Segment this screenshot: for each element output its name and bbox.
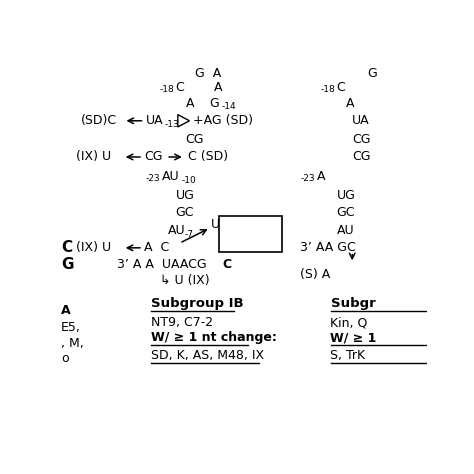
Text: GC: GC xyxy=(175,206,194,219)
Text: 3’ A A  UAACG: 3’ A A UAACG xyxy=(118,258,207,271)
Text: AU: AU xyxy=(168,224,185,237)
Text: UG: UG xyxy=(337,189,356,202)
Text: Kin, Q: Kin, Q xyxy=(330,316,368,329)
Text: C (SD): C (SD) xyxy=(188,150,228,164)
Text: CG: CG xyxy=(352,133,371,146)
Text: C: C xyxy=(337,81,346,94)
Text: AU: AU xyxy=(162,170,179,183)
Text: UA: UA xyxy=(146,114,164,128)
Text: , M,: , M, xyxy=(61,337,83,350)
Text: K, M48: K, M48 xyxy=(231,234,271,246)
Text: GC: GC xyxy=(337,206,355,219)
Text: C: C xyxy=(175,81,184,94)
Text: (IX) U: (IX) U xyxy=(76,150,111,164)
Text: (SD)C: (SD)C xyxy=(81,114,117,128)
Text: CG: CG xyxy=(352,150,371,164)
Text: -14: -14 xyxy=(222,102,237,111)
Text: CG: CG xyxy=(145,150,163,164)
Text: SD, K, AS, M48, IX: SD, K, AS, M48, IX xyxy=(151,349,264,362)
Text: AS, SD,: AS, SD, xyxy=(229,221,272,234)
Text: G: G xyxy=(209,97,219,109)
Text: +AG (SD): +AG (SD) xyxy=(192,114,253,128)
Text: W/ ≥ 1 nt change:: W/ ≥ 1 nt change: xyxy=(151,331,276,345)
Text: o: o xyxy=(61,352,68,365)
Text: -13: -13 xyxy=(164,120,179,129)
Text: A: A xyxy=(186,97,194,109)
Text: (IX) U: (IX) U xyxy=(76,241,111,255)
Text: A: A xyxy=(317,170,326,183)
Text: -18: -18 xyxy=(159,85,174,94)
Text: Subgroup IB: Subgroup IB xyxy=(151,297,243,310)
Text: -18: -18 xyxy=(320,85,335,94)
FancyBboxPatch shape xyxy=(219,216,283,252)
Text: W/ ≥ 1: W/ ≥ 1 xyxy=(330,331,377,345)
Text: G  A: G A xyxy=(195,67,221,80)
Text: C: C xyxy=(61,240,72,255)
Text: E5,: E5, xyxy=(61,321,81,335)
Text: (S) A: (S) A xyxy=(300,268,330,281)
Text: A: A xyxy=(214,81,223,94)
Text: A: A xyxy=(346,97,355,109)
Text: 3’ AA GC: 3’ AA GC xyxy=(300,241,355,255)
Text: UA: UA xyxy=(352,114,370,128)
Text: U: U xyxy=(210,218,219,231)
Text: -23: -23 xyxy=(301,174,315,183)
Text: -10: -10 xyxy=(182,176,196,185)
Text: -7: -7 xyxy=(185,230,194,239)
Text: NT9, C7-2: NT9, C7-2 xyxy=(151,316,213,329)
Text: C: C xyxy=(222,258,231,271)
Text: UG: UG xyxy=(175,189,194,202)
Text: ↳ U (IX): ↳ U (IX) xyxy=(160,274,210,287)
Text: AU: AU xyxy=(337,224,355,237)
Text: A  C: A C xyxy=(145,241,170,255)
Text: -23: -23 xyxy=(146,174,160,183)
Text: G: G xyxy=(61,257,73,272)
Text: Subgr: Subgr xyxy=(330,297,375,310)
Text: S, TrK: S, TrK xyxy=(330,349,365,362)
Text: G: G xyxy=(368,67,377,80)
Text: CG: CG xyxy=(186,133,204,146)
Text: A: A xyxy=(61,304,71,318)
